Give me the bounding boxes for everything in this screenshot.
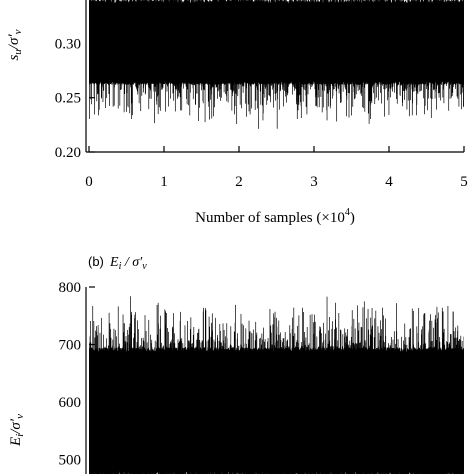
y-tick-label: 0.30: [55, 36, 81, 52]
y-tick-label: 500: [59, 453, 82, 469]
x-tick-label: 0: [85, 174, 93, 190]
panel-b: (b) Ei / σ′v 500 600 700 800 Ei/σ′v: [8, 254, 464, 474]
panel-a-x-ticks: 0 1 2 3 4 5: [85, 146, 468, 190]
y-tick-label: 700: [59, 338, 82, 354]
panel-a-y-ticks: 0.20 0.25 0.30: [55, 36, 95, 161]
x-tick-label: 2: [235, 174, 243, 190]
x-tick-label: 4: [385, 174, 393, 190]
y-tick-label: 800: [59, 280, 82, 296]
y-tick-label: 0.20: [55, 145, 81, 161]
y-tick-label: 0.25: [55, 91, 81, 107]
series-trace: [89, 0, 464, 129]
panel-a-y-axis-label: su/σ′v: [6, 29, 24, 60]
x-axis-label: Number of samples (×104): [195, 207, 355, 226]
panel-b-y-ticks: 500 600 700 800: [59, 280, 95, 469]
x-tick-label: 3: [310, 174, 318, 190]
panel-a-plot-area: [89, 0, 464, 129]
x-tick-label: 5: [460, 174, 468, 190]
x-tick-label: 1: [160, 174, 168, 190]
series-trace: [89, 296, 464, 474]
panel-a: 0.20 0.25 0.30 0 1 2 3 4 5 su/σ′v Number of sam…: [6, 0, 468, 226]
panel-b-label: (b): [88, 254, 104, 269]
y-tick-label: 600: [59, 395, 82, 411]
panel-b-title: Ei / σ′v: [109, 255, 147, 272]
panel-b-y-axis-label: Ei/σ′v: [8, 414, 26, 447]
panel-b-plot-area: [89, 296, 464, 474]
